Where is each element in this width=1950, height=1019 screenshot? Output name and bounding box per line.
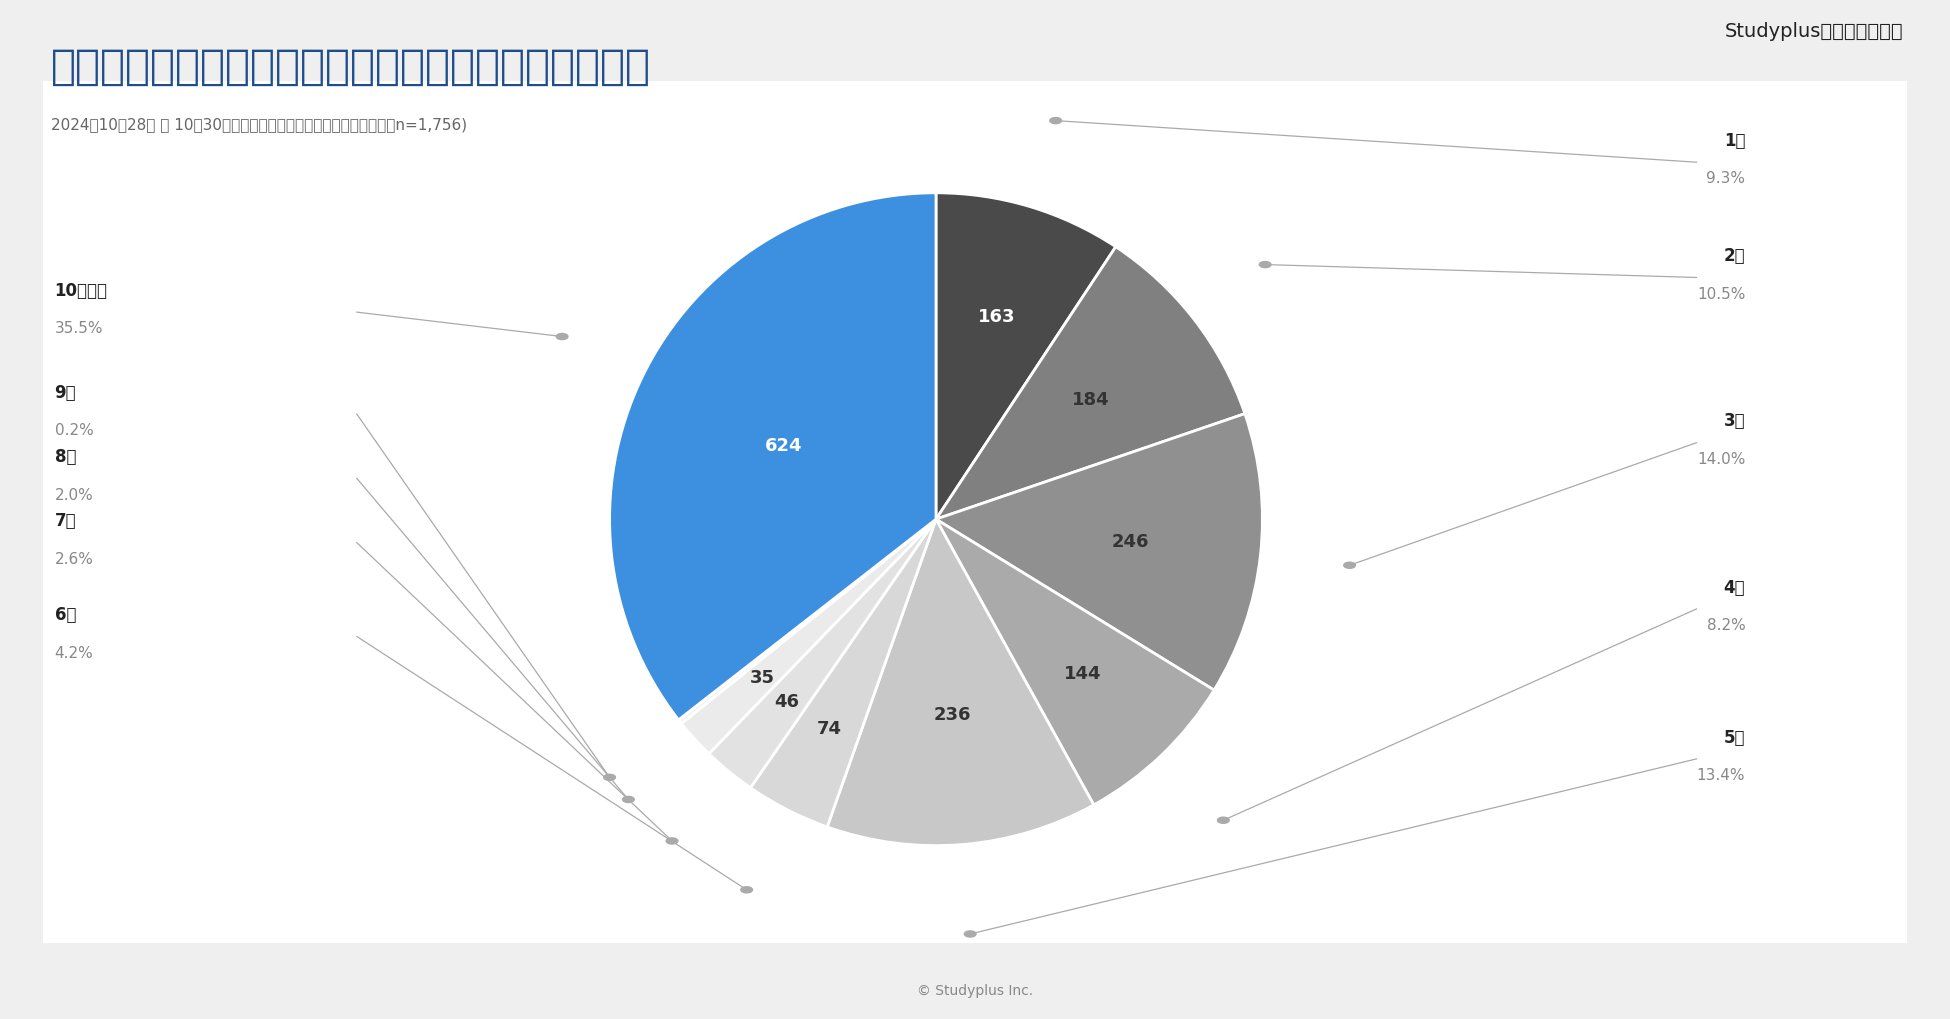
Text: 35: 35 bbox=[751, 668, 774, 687]
Wedge shape bbox=[936, 520, 1215, 805]
Text: 2.6%: 2.6% bbox=[55, 551, 94, 567]
Wedge shape bbox=[679, 520, 936, 723]
Wedge shape bbox=[610, 194, 936, 720]
Text: 7冊: 7冊 bbox=[55, 512, 76, 530]
Text: 46: 46 bbox=[774, 692, 800, 710]
Text: 624: 624 bbox=[764, 436, 801, 454]
Text: 8冊: 8冊 bbox=[55, 447, 76, 466]
Wedge shape bbox=[681, 520, 936, 754]
Text: 9冊: 9冊 bbox=[55, 383, 76, 401]
Text: 4冊: 4冊 bbox=[1724, 578, 1745, 596]
Wedge shape bbox=[936, 248, 1244, 520]
Text: 5冊: 5冊 bbox=[1724, 728, 1745, 746]
Text: 10冊以上: 10冊以上 bbox=[55, 281, 107, 300]
Text: © Studyplus Inc.: © Studyplus Inc. bbox=[916, 982, 1034, 997]
Text: 35.5%: 35.5% bbox=[55, 321, 103, 336]
Text: 2冊: 2冊 bbox=[1724, 247, 1745, 265]
Text: 236: 236 bbox=[934, 706, 971, 723]
Text: 13.4%: 13.4% bbox=[1696, 767, 1745, 783]
Text: 2024年10月28日 〜 10月30日「大学受験・進路に関するアンケート」n=1,756): 2024年10月28日 〜 10月30日「大学受験・進路に関するアンケート」n=… bbox=[51, 117, 466, 132]
Text: 3冊: 3冊 bbox=[1724, 412, 1745, 430]
Text: 請求した大学パンフレットの冊数を教えてください。: 請求した大学パンフレットの冊数を教えてください。 bbox=[51, 46, 651, 88]
Text: 1冊: 1冊 bbox=[1724, 131, 1745, 150]
Text: 10.5%: 10.5% bbox=[1696, 286, 1745, 302]
Text: 2.0%: 2.0% bbox=[55, 487, 94, 502]
Text: 14.0%: 14.0% bbox=[1696, 451, 1745, 467]
Wedge shape bbox=[710, 520, 936, 788]
Text: 8.2%: 8.2% bbox=[1706, 618, 1745, 633]
Text: 184: 184 bbox=[1072, 391, 1110, 409]
Text: 4.2%: 4.2% bbox=[55, 645, 94, 660]
Text: Studyplusトレンド研究所: Studyplusトレンド研究所 bbox=[1724, 22, 1903, 42]
Wedge shape bbox=[827, 520, 1094, 846]
Text: 9.3%: 9.3% bbox=[1706, 171, 1745, 186]
Text: 163: 163 bbox=[979, 308, 1016, 326]
Text: 0.2%: 0.2% bbox=[55, 423, 94, 438]
Text: 246: 246 bbox=[1112, 532, 1149, 550]
Text: 74: 74 bbox=[817, 719, 842, 738]
Wedge shape bbox=[751, 520, 936, 827]
Wedge shape bbox=[936, 415, 1262, 691]
Text: 144: 144 bbox=[1065, 664, 1102, 682]
Wedge shape bbox=[936, 194, 1115, 520]
Text: 6冊: 6冊 bbox=[55, 605, 76, 624]
